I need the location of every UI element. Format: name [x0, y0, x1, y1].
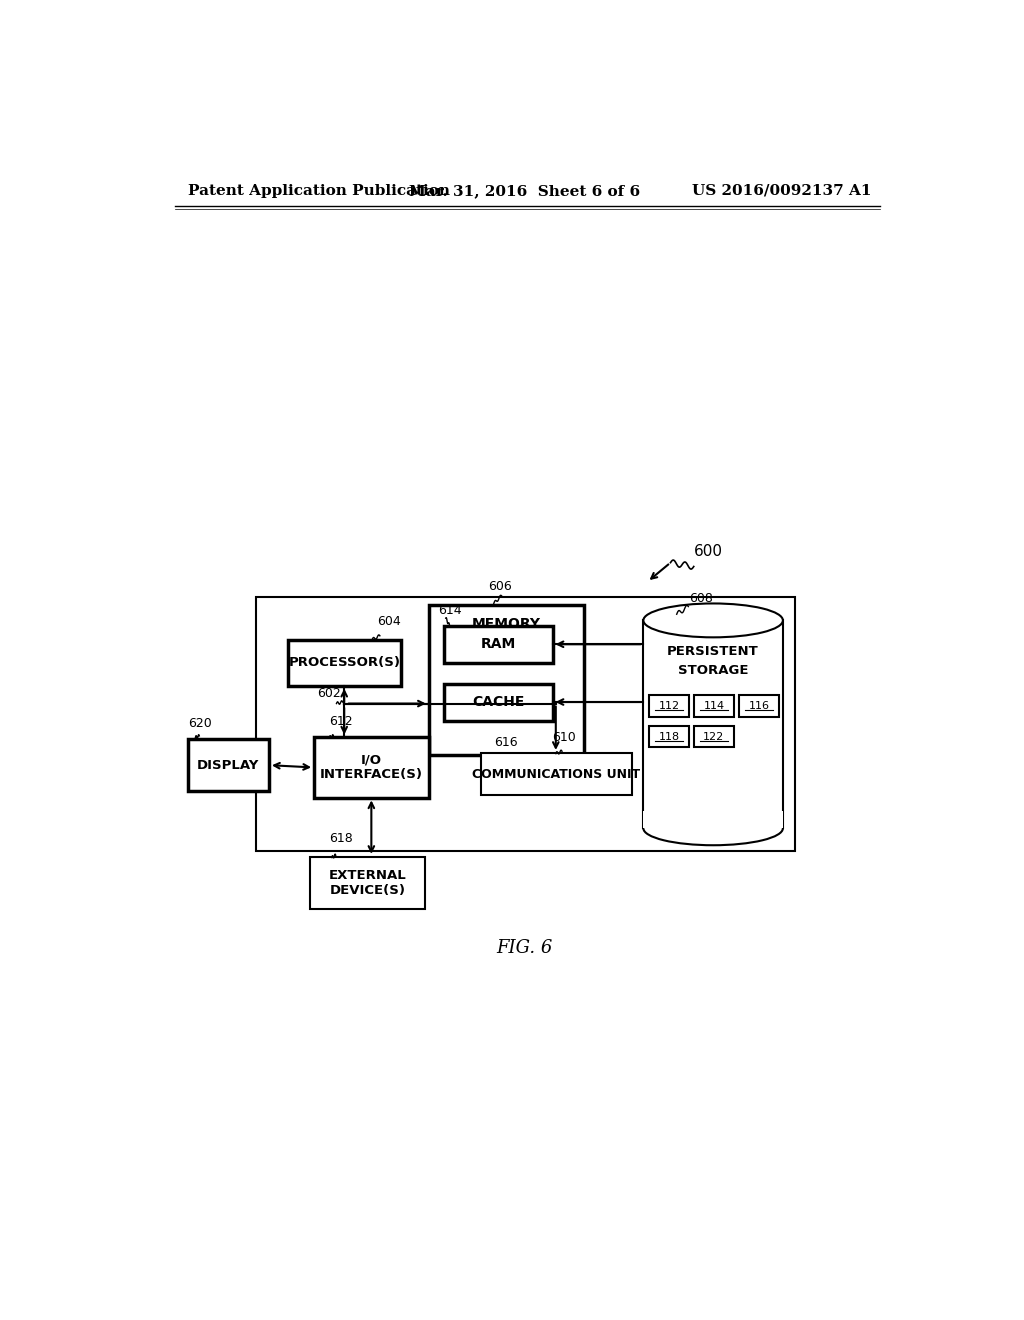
Text: RAM: RAM: [481, 638, 516, 651]
Text: PERSISTENT: PERSISTENT: [668, 644, 759, 657]
Text: CACHE: CACHE: [472, 696, 524, 709]
Text: 118: 118: [658, 731, 680, 742]
Text: 606: 606: [488, 581, 512, 594]
Text: US 2016/0092137 A1: US 2016/0092137 A1: [692, 183, 872, 198]
Text: 612: 612: [330, 715, 353, 729]
Text: STORAGE: STORAGE: [678, 664, 749, 677]
Bar: [256, 597, 795, 851]
Bar: [444, 626, 553, 663]
Text: MEMORY: MEMORY: [472, 616, 541, 631]
Bar: [187, 739, 269, 792]
Text: 618: 618: [330, 832, 353, 845]
Bar: [444, 684, 553, 721]
Text: 610: 610: [552, 730, 575, 743]
Text: 114: 114: [703, 701, 724, 711]
Bar: [310, 857, 425, 909]
Bar: [429, 605, 584, 755]
Ellipse shape: [643, 603, 783, 638]
Text: 122: 122: [703, 731, 725, 742]
Text: 602: 602: [317, 686, 341, 700]
Bar: [693, 696, 734, 717]
Text: 608: 608: [689, 591, 713, 605]
Text: 112: 112: [658, 701, 680, 711]
Text: Mar. 31, 2016  Sheet 6 of 6: Mar. 31, 2016 Sheet 6 of 6: [410, 183, 640, 198]
Text: Patent Application Publication: Patent Application Publication: [188, 183, 451, 198]
Text: COMMUNICATIONS UNIT: COMMUNICATIONS UNIT: [472, 767, 640, 780]
Text: 600: 600: [693, 544, 723, 558]
Text: 604: 604: [378, 615, 401, 628]
Text: I/O
INTERFACE(S): I/O INTERFACE(S): [319, 754, 423, 781]
Text: FIG. 6: FIG. 6: [497, 939, 553, 957]
Text: 614: 614: [438, 603, 462, 616]
Bar: [649, 726, 689, 747]
Bar: [480, 752, 632, 795]
Text: EXTERNAL
DEVICE(S): EXTERNAL DEVICE(S): [329, 869, 407, 898]
Bar: [289, 640, 400, 686]
Text: PROCESSOR(S): PROCESSOR(S): [289, 656, 400, 669]
Bar: [314, 738, 429, 797]
Text: 620: 620: [187, 717, 211, 730]
Bar: [738, 696, 779, 717]
Text: 116: 116: [749, 701, 769, 711]
Bar: [693, 726, 734, 747]
Text: DISPLAY: DISPLAY: [198, 759, 259, 772]
Bar: [649, 696, 689, 717]
Text: 616: 616: [495, 737, 518, 748]
Bar: [643, 812, 783, 829]
